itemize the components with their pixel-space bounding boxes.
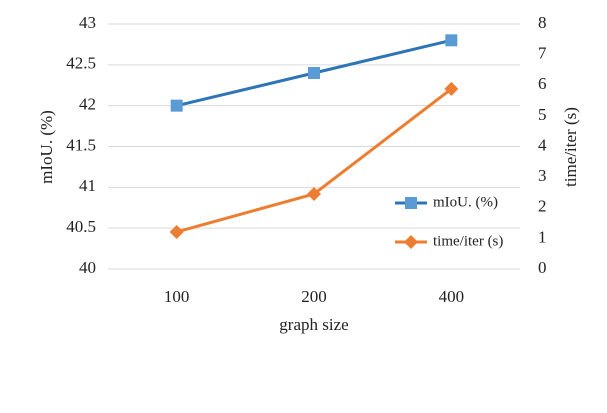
y-axis-title: mIoU. (%) [37,110,56,184]
y2-axis-title: time/iter (s) [561,107,580,187]
y-tick-label: 42.5 [66,54,96,73]
data-point [444,81,459,96]
y2-tick-label: 0 [538,258,547,277]
series-line [176,87,453,234]
legend-marker [405,197,417,209]
data-point [307,186,321,201]
legend-marker [404,235,418,249]
y-tick-label: 41 [79,176,96,195]
data-point [169,224,184,239]
y2-tick-label: 3 [538,166,547,185]
y2-tick-label: 6 [538,74,547,93]
y2-tick-label: 7 [538,44,547,63]
y2-tick-label: 8 [538,13,547,32]
y-tick-label: 42 [79,95,96,114]
data-point [170,99,183,112]
x-tick-label: 100 [164,287,190,306]
y-tick-label: 41.5 [66,135,96,154]
y-tick-label: 43 [79,13,96,32]
x-tick-label: 200 [301,287,327,306]
y2-tick-label: 5 [538,105,547,124]
x-axis-title: graph size [279,315,348,334]
y-tick-label: 40.5 [66,217,96,236]
data-point [445,34,458,47]
legend-label: mIoU. (%) [433,194,498,210]
legend-label: time/iter (s) [433,233,503,249]
y2-tick-label: 2 [538,197,547,216]
y2-tick-label: 1 [538,227,547,246]
x-tick-label: 400 [439,287,465,306]
y2-tick-label: 4 [538,135,547,154]
y-tick-label: 40 [79,258,96,277]
data-point [308,67,320,79]
